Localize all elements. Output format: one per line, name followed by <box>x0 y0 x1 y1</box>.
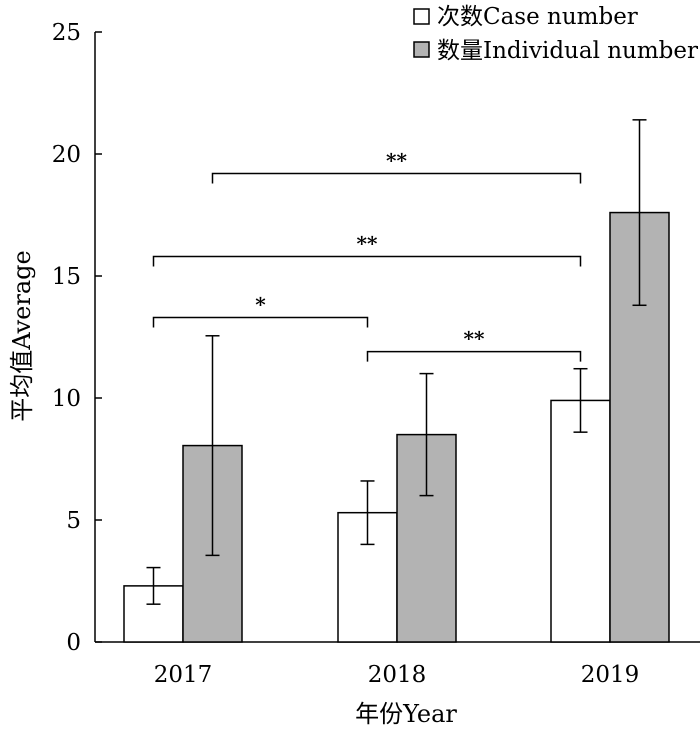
significance-bracket <box>366 350 582 362</box>
y-tick-label: 15 <box>52 264 81 290</box>
error-bars <box>146 119 647 605</box>
axes: 0 5 10 15 20 25 2017 2018 2019 <box>52 20 700 688</box>
y-tick-label: 10 <box>52 386 81 412</box>
significance-bracket <box>152 316 369 328</box>
legend-swatch-individual-number <box>413 41 430 58</box>
legend-label-case-number: 次数Case number <box>437 4 638 30</box>
bar <box>550 399 611 643</box>
significance-bracket <box>211 172 582 184</box>
y-tick-label: 20 <box>52 142 81 168</box>
x-tick-label: 2018 <box>368 662 427 688</box>
significance-label: ** <box>357 231 378 255</box>
y-axis-label: 平均值Average <box>8 250 36 421</box>
y-tick-label: 25 <box>52 20 81 46</box>
bars <box>123 211 670 643</box>
significance-label: ** <box>386 149 407 173</box>
significance-label: ** <box>464 327 485 351</box>
significance-label: * <box>255 292 266 316</box>
x-tick-label: 2019 <box>581 662 640 688</box>
legend: 次数Case number 数量Individual number <box>413 4 698 64</box>
significance-bracket <box>152 255 582 267</box>
y-tick-label: 0 <box>66 630 81 656</box>
x-axis-label: 年份Year <box>355 700 457 728</box>
significance-brackets: ******* <box>152 149 582 362</box>
legend-label-individual-number: 数量Individual number <box>437 38 698 64</box>
y-tick-label: 5 <box>66 508 81 534</box>
legend-swatch-case-number <box>413 8 430 25</box>
x-tick-label: 2017 <box>154 662 213 688</box>
